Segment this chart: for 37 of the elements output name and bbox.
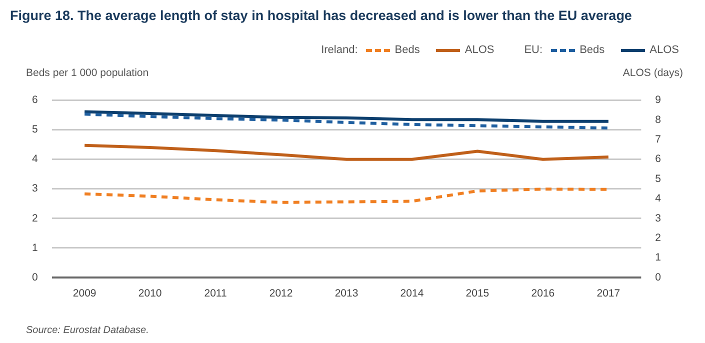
- y-tick-label: 4: [32, 153, 38, 166]
- y2-tick-label: 9: [655, 94, 662, 106]
- chart-title: Figure 18. The average length of stay in hospital has decreased and is lower than the EU average: [10, 8, 632, 23]
- y-tick-label: 6: [32, 94, 38, 106]
- y-tick-label: 5: [32, 124, 38, 136]
- legend-label: Beds: [394, 44, 420, 56]
- x-tick-label: 2017: [596, 288, 620, 300]
- y2-tick-label: 5: [655, 172, 662, 185]
- text: EU:: [524, 44, 543, 56]
- y2-tick-label: 8: [655, 114, 662, 126]
- y2-tick-label: 7: [655, 134, 662, 146]
- legend-label: ALOS: [650, 44, 679, 56]
- line-series: [83, 112, 610, 130]
- x-tick-label: 2011: [204, 288, 227, 300]
- y2-tick-label: 4: [655, 192, 662, 205]
- x-tick-label: 2010: [138, 288, 162, 300]
- y-axis-title: Beds per 1 000 population: [26, 67, 149, 79]
- x-tick-label: 2013: [334, 288, 358, 300]
- y-tick-label: 2: [32, 212, 38, 224]
- y2-tick-label: 6: [655, 153, 662, 166]
- x-tick-label: 2015: [466, 288, 490, 300]
- x-tick-label: 2012: [269, 288, 293, 300]
- y2-tick-label: 1: [655, 252, 662, 264]
- source-note: Source: Eurostat Database.: [26, 325, 149, 336]
- legend-label: Beds: [580, 44, 605, 56]
- x-tick-label: 2016: [531, 288, 555, 300]
- x-tick-label: 2014: [400, 288, 424, 300]
- x-tick-label: 2009: [72, 288, 96, 300]
- y-tick-label: 1: [32, 242, 38, 254]
- y2-tick-label: 3: [655, 212, 662, 224]
- y2-tick-label: 2: [655, 232, 662, 244]
- y2-tick-label: 0: [655, 271, 662, 284]
- text: Ireland:: [321, 44, 358, 56]
- y-tick-label: 3: [32, 182, 38, 195]
- legend-label: ALOS: [464, 44, 494, 56]
- y2-axis-title: ALOS (days): [622, 67, 683, 79]
- y-tick-label: 0: [32, 271, 38, 284]
